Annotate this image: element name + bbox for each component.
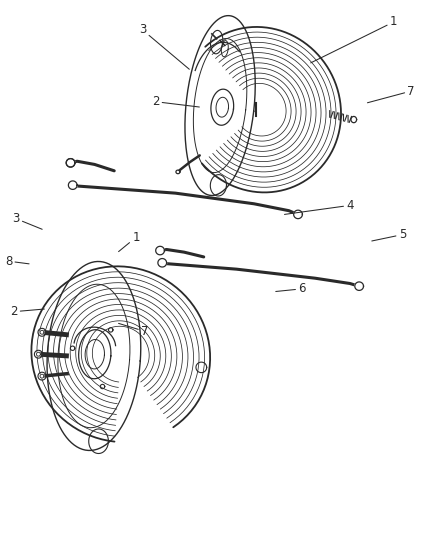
- Polygon shape: [158, 259, 166, 267]
- Text: 1: 1: [311, 15, 397, 63]
- Text: 6: 6: [276, 282, 306, 295]
- Text: 3: 3: [12, 212, 42, 229]
- Polygon shape: [155, 246, 164, 255]
- Polygon shape: [36, 352, 40, 356]
- Text: 5: 5: [372, 228, 406, 241]
- Polygon shape: [66, 159, 75, 167]
- Text: 8: 8: [5, 255, 29, 268]
- Text: 2: 2: [10, 305, 44, 318]
- Text: 2: 2: [152, 95, 199, 108]
- Polygon shape: [40, 330, 44, 334]
- Text: 4: 4: [285, 199, 354, 214]
- Polygon shape: [40, 374, 44, 378]
- Polygon shape: [293, 210, 302, 219]
- Text: 1: 1: [119, 231, 140, 252]
- Polygon shape: [68, 181, 77, 189]
- Text: 7: 7: [367, 85, 415, 103]
- Text: 3: 3: [139, 23, 189, 69]
- Polygon shape: [355, 282, 364, 290]
- Text: 7: 7: [119, 324, 148, 338]
